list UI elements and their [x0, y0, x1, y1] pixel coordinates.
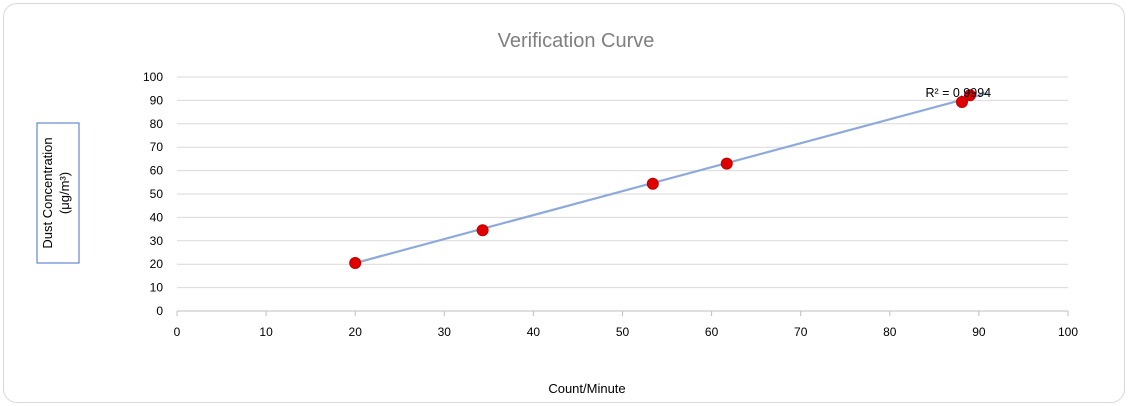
axes — [176, 310, 1069, 316]
y-axis-title-line-1: Dust Concentration — [40, 137, 55, 248]
data-point — [720, 157, 733, 170]
y-tick-label: 60 — [150, 164, 164, 178]
data-point — [646, 177, 659, 190]
data-point — [476, 224, 489, 237]
x-tick-label: 80 — [883, 325, 897, 339]
y-axis-title: Dust Concentration (μg/m³) — [36, 122, 80, 264]
y-tick-label: 50 — [150, 187, 164, 201]
x-tick-label: 70 — [794, 325, 808, 339]
x-axis-title: Count/Minute — [548, 381, 625, 396]
r-squared-annotation: R² = 0.9994 — [925, 86, 991, 100]
y-tick-label: 20 — [150, 257, 164, 271]
data-point — [349, 257, 362, 270]
y-axis-title-box — [36, 122, 80, 264]
x-tick-label: 40 — [527, 325, 541, 339]
chart-area — [3, 3, 1125, 403]
data-point — [955, 96, 968, 109]
y-tick-label: 70 — [150, 140, 164, 154]
y-tick-label: 90 — [150, 93, 164, 107]
x-tick-label: 60 — [705, 325, 719, 339]
x-tick-label: 90 — [972, 325, 986, 339]
x-tick-label: 0 — [174, 325, 181, 339]
gridlines — [177, 76, 1068, 289]
x-tick-label: 100 — [1058, 325, 1078, 339]
y-tick-label: 10 — [150, 281, 164, 295]
y-tick-label: 80 — [150, 117, 164, 131]
y-tick-label: 100 — [143, 70, 163, 84]
trendline-group — [354, 91, 989, 265]
y-tick-label: 30 — [150, 234, 164, 248]
x-tick-label: 30 — [438, 325, 452, 339]
x-tick-label: 10 — [259, 325, 273, 339]
data-points — [349, 89, 976, 270]
data-point — [963, 89, 976, 102]
chart-title: Verification Curve — [498, 30, 655, 52]
y-tick-label: 0 — [156, 304, 163, 318]
x-tick-label: 20 — [349, 325, 363, 339]
y-tick-label: 40 — [150, 210, 164, 224]
y-axis-title-line-2: (μg/m³) — [57, 172, 72, 214]
x-tick-label: 50 — [616, 325, 630, 339]
trendline — [354, 91, 989, 265]
x-tick-labels: 0 10 20 30 40 50 60 70 80 90 100 — [174, 325, 1079, 339]
y-tick-labels: 0 10 20 30 40 50 60 70 80 90 100 — [143, 70, 163, 318]
